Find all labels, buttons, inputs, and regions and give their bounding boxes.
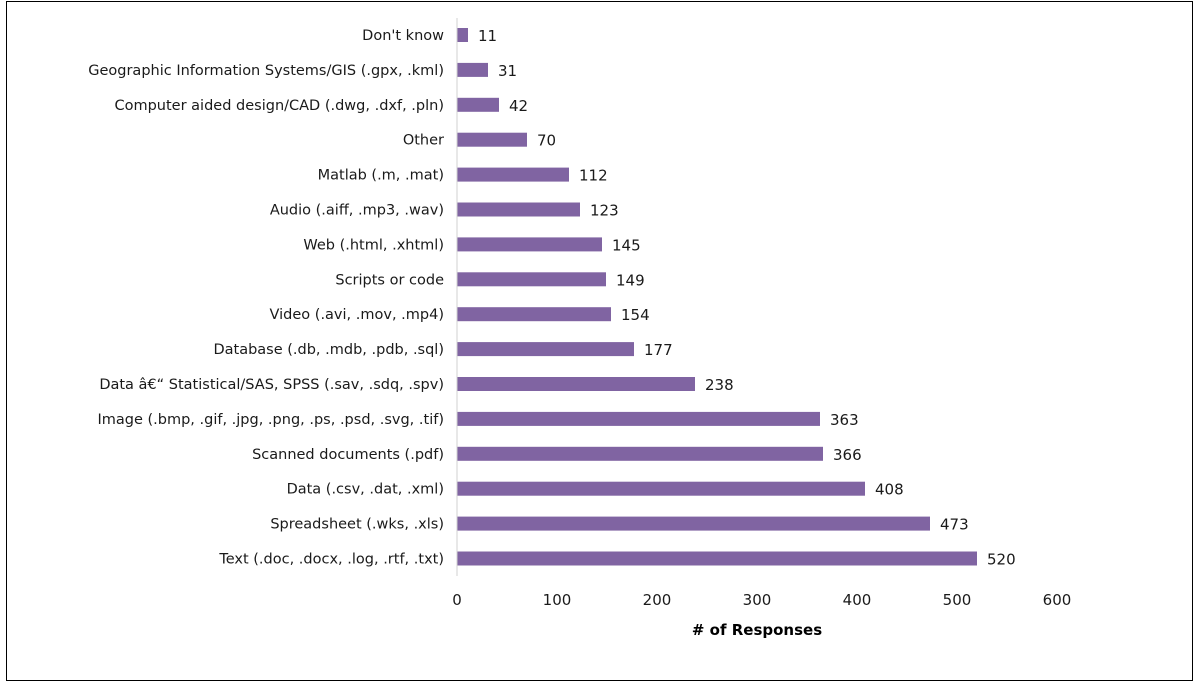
value-label: 177: [644, 341, 673, 359]
value-label: 11: [478, 27, 497, 45]
bar-1: [457, 62, 488, 77]
category-label: Scripts or code: [335, 272, 444, 288]
value-label: 520: [987, 551, 1016, 569]
bars-layer: [457, 28, 977, 566]
bar-10: [457, 377, 695, 391]
bar-15: [457, 551, 977, 566]
category-label: Data â€“ Statistical/SAS, SPSS (.sav, .s…: [99, 377, 444, 393]
value-label: 149: [616, 271, 645, 289]
bar-3: [457, 132, 527, 147]
category-label: Computer aided design/CAD (.dwg, .dxf, .…: [114, 98, 444, 114]
x-tick-label: 600: [1043, 591, 1072, 609]
bar-7: [457, 272, 606, 287]
chart-frame: [6, 1, 1193, 681]
category-label: Other: [403, 133, 444, 149]
category-label: Text (.doc, .docx, .log, .rtf, .txt): [218, 552, 444, 568]
value-label: 473: [940, 516, 969, 534]
x-tick-label: 100: [543, 591, 572, 609]
bar-chart: Don't know Geographic Information Systems…: [88, 18, 1071, 639]
category-label: Web (.html, .xhtml): [303, 237, 444, 253]
x-tick-labels-layer: 0 100 200 300 400 500 600: [452, 591, 1071, 609]
category-label: Image (.bmp, .gif, .jpg, .png, .ps, .psd…: [97, 412, 444, 428]
bar-9: [457, 342, 634, 357]
category-label: Geographic Information Systems/GIS (.gpx…: [88, 63, 444, 79]
x-tick-label: 300: [743, 591, 772, 609]
bar-4: [457, 167, 569, 182]
x-tick-label: 200: [643, 591, 672, 609]
bar-0: [457, 28, 468, 42]
category-label: Database (.db, .mdb, .pdb, .sql): [213, 342, 444, 358]
category-labels-layer: Don't know Geographic Information Systems…: [88, 28, 444, 568]
value-label: 70: [537, 132, 556, 150]
bar-13: [457, 481, 865, 496]
category-label: Spreadsheet (.wks, .xls): [270, 517, 444, 533]
x-axis-title: # of Responses: [692, 621, 822, 639]
bar-5: [457, 202, 580, 217]
bar-6: [457, 237, 602, 252]
value-label: 112: [579, 167, 608, 185]
category-label: Data (.csv, .dat, .xml): [287, 482, 444, 498]
value-label: 42: [509, 97, 528, 115]
bar-14: [457, 516, 930, 531]
value-label: 238: [705, 376, 734, 394]
x-tick-label: 500: [943, 591, 972, 609]
category-label: Don't know: [362, 28, 444, 44]
bar-11: [457, 411, 820, 426]
category-label: Scanned documents (.pdf): [252, 447, 444, 463]
bar-2: [457, 97, 499, 112]
x-tick-label: 0: [452, 591, 462, 609]
category-label: Audio (.aiff, .mp3, .wav): [270, 203, 444, 219]
value-label: 31: [498, 62, 517, 80]
value-label: 123: [590, 202, 619, 220]
value-label: 363: [830, 411, 859, 429]
category-label: Matlab (.m, .mat): [318, 168, 444, 184]
value-label: 145: [612, 236, 641, 254]
x-tick-label: 400: [843, 591, 872, 609]
bar-12: [457, 446, 823, 461]
value-label: 154: [621, 306, 650, 324]
category-label: Video (.avi, .mov, .mp4): [270, 307, 444, 323]
bar-8: [457, 307, 611, 322]
value-label: 408: [875, 481, 904, 499]
value-label: 366: [833, 446, 862, 464]
